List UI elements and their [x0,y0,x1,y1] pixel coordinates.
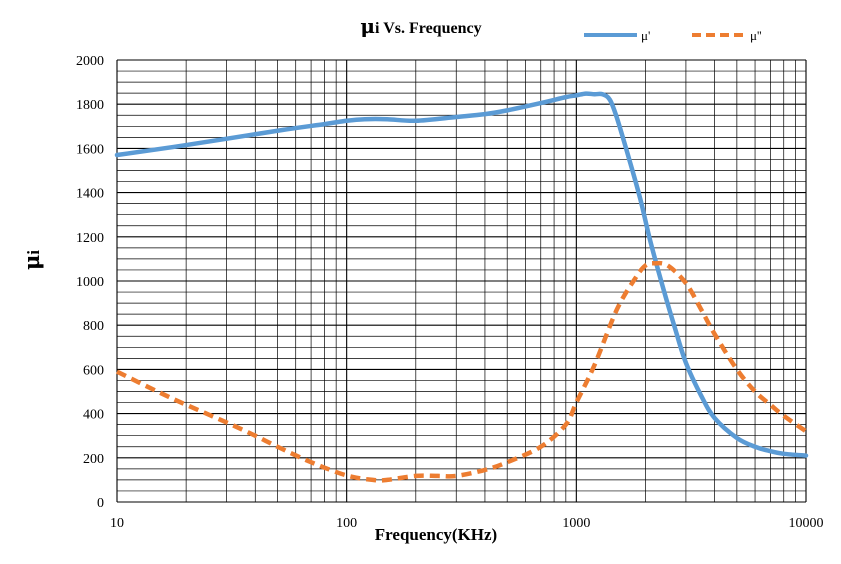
y-tick-label: 1400 [76,187,104,202]
y-tick-label: 600 [83,363,104,378]
y-tick-label: 1800 [76,98,104,113]
x-tick-label: 10000 [789,516,824,531]
series-line-mu-double-prime [116,260,808,483]
legend: μ' μ'' [584,28,762,43]
legend-label-mu-double-prime: μ'' [750,28,762,43]
y-tick-label: 1000 [76,275,104,290]
y-tick-label: 1200 [76,231,104,246]
x-axis-label: Frequency(KHz) [375,525,497,544]
x-tick-label: 100 [336,516,357,531]
series-lines [114,91,809,483]
y-tick-label: 200 [83,452,104,467]
x-tick-label: 1000 [562,516,590,531]
y-axis-label: μi [19,250,44,270]
y-tick-label: 2000 [76,54,104,69]
y-tick-label: 400 [83,408,104,423]
y-tick-label: 800 [83,319,104,334]
legend-label-mu-prime: μ' [641,28,650,43]
y-axis-label-text: i [24,250,43,255]
series-line-mu-prime [114,91,809,458]
chart-title-text: i Vs. Frequency [375,20,482,37]
y-tick-label: 0 [97,496,104,511]
plot-grid [116,59,807,503]
chart-title: μi Vs. Frequency [360,14,481,38]
y-tick-label: 1600 [76,142,104,157]
tick-labels: 0 200 400 600 800 1000 1200 1400 1600 1800 2000 10 1… [76,54,824,531]
y-axis-label-symbol: μ [19,255,44,270]
x-tick-label: 10 [110,516,124,531]
chart-title-symbol: μ [360,14,375,38]
